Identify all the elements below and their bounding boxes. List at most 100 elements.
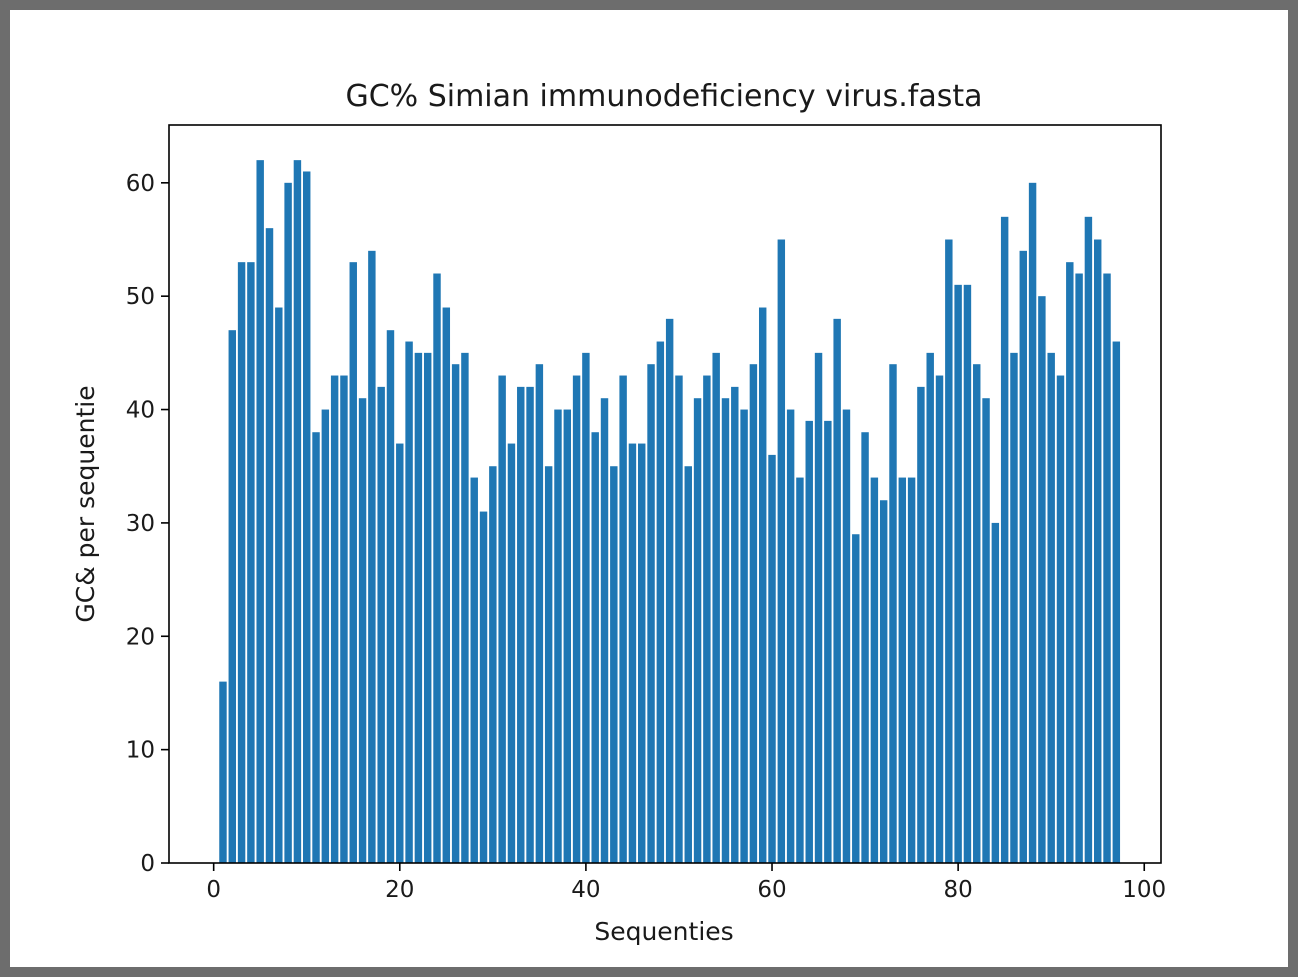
bar-76	[917, 386, 925, 863]
bar-60	[768, 454, 776, 863]
bar-58	[749, 364, 758, 863]
bar-28	[470, 477, 478, 863]
x-axis-ticks: 0 20 40 60 80 100	[206, 863, 1166, 903]
bar-50	[675, 375, 683, 863]
y-tick-label: 30	[126, 511, 155, 537]
bar-3	[237, 262, 246, 863]
bar-26	[451, 364, 460, 863]
bar-72	[879, 500, 888, 863]
bar-69	[852, 534, 860, 863]
bar-8	[284, 182, 292, 863]
bar-38	[563, 409, 572, 863]
bar-64	[805, 420, 813, 863]
bar-44	[619, 375, 627, 863]
bar-21	[405, 341, 413, 863]
bar-11	[312, 432, 320, 863]
y-tick-label: 40	[126, 398, 155, 424]
bar-67	[833, 318, 841, 864]
bar-90	[1047, 352, 1055, 863]
bar-56	[731, 386, 739, 863]
bar-37	[554, 409, 562, 863]
bar-73	[889, 364, 897, 863]
bar-48	[656, 341, 665, 863]
chart-title: GC% Simian immunodeficiency virus.fasta	[345, 79, 982, 114]
bar-77	[926, 352, 934, 863]
bar-27	[461, 352, 469, 863]
bar-93	[1075, 273, 1083, 863]
bar-78	[935, 375, 944, 863]
bar-24	[433, 273, 441, 863]
bar-86	[1010, 352, 1018, 863]
plot-area-border	[168, 124, 1162, 864]
bar-12	[321, 409, 330, 863]
bar-4	[247, 262, 255, 863]
bar-51	[684, 466, 692, 863]
bar-39	[572, 375, 581, 863]
bar-9	[293, 160, 302, 863]
bar-82	[973, 364, 981, 863]
bar-16	[358, 398, 367, 863]
bar-52	[693, 398, 702, 863]
bar-88	[1028, 182, 1037, 863]
bar-55	[721, 398, 730, 863]
bar-17	[368, 250, 376, 863]
bar-66	[824, 420, 832, 863]
bar-61	[777, 239, 786, 863]
bar-80	[954, 284, 962, 864]
y-tick-label: 10	[126, 738, 155, 764]
bar-29	[479, 511, 488, 863]
bar-75	[907, 477, 916, 863]
bar-45	[628, 443, 637, 863]
x-tick-label: 40	[571, 877, 600, 903]
bar-57	[740, 409, 748, 863]
bar-97	[1112, 341, 1121, 863]
bar-40	[582, 352, 590, 863]
bar-14	[340, 375, 348, 863]
bar-46	[638, 443, 646, 863]
bar-30	[489, 466, 497, 863]
x-tick-label: 20	[385, 877, 414, 903]
bar-74	[898, 477, 907, 863]
bar-53	[703, 375, 711, 863]
bar-25	[442, 307, 451, 863]
bar-10	[303, 171, 311, 864]
bar-41	[591, 432, 599, 863]
y-axis-ticks: 0 10 20 30 40 50 60	[126, 171, 169, 877]
bar-68	[842, 409, 851, 863]
bar-71	[870, 477, 879, 863]
bar-49	[665, 318, 674, 864]
bar-6	[265, 228, 274, 863]
x-tick-label: 60	[757, 877, 786, 903]
bar-83	[982, 398, 990, 863]
bar-1	[219, 681, 227, 863]
bars-group	[219, 160, 1121, 864]
y-tick-label: 60	[126, 171, 155, 197]
bar-84	[991, 522, 1000, 863]
bar-31	[498, 375, 506, 863]
bar-95	[1094, 239, 1102, 863]
bar-94	[1084, 216, 1093, 863]
bar-92	[1066, 262, 1074, 863]
bar-33	[517, 386, 525, 863]
bar-chart: GC% Simian immunodeficiency virus.fasta …	[71, 79, 1166, 946]
bar-18	[377, 386, 385, 863]
bar-81	[963, 284, 972, 864]
bar-5	[256, 160, 264, 863]
bar-13	[330, 375, 339, 863]
bar-34	[526, 386, 534, 863]
bar-19	[386, 330, 395, 863]
bar-7	[275, 307, 283, 863]
bar-20	[396, 443, 404, 863]
bar-23	[423, 352, 432, 863]
bar-22	[414, 352, 423, 863]
x-tick-label: 0	[206, 877, 221, 903]
bar-62	[786, 409, 795, 863]
x-tick-label: 100	[1122, 877, 1166, 903]
bar-89	[1038, 296, 1046, 863]
x-axis-label: Sequenties	[594, 917, 733, 946]
bar-54	[712, 352, 720, 863]
y-tick-label: 20	[126, 624, 155, 650]
y-tick-label: 0	[140, 851, 155, 877]
bar-63	[796, 477, 804, 863]
bar-15	[349, 262, 357, 863]
